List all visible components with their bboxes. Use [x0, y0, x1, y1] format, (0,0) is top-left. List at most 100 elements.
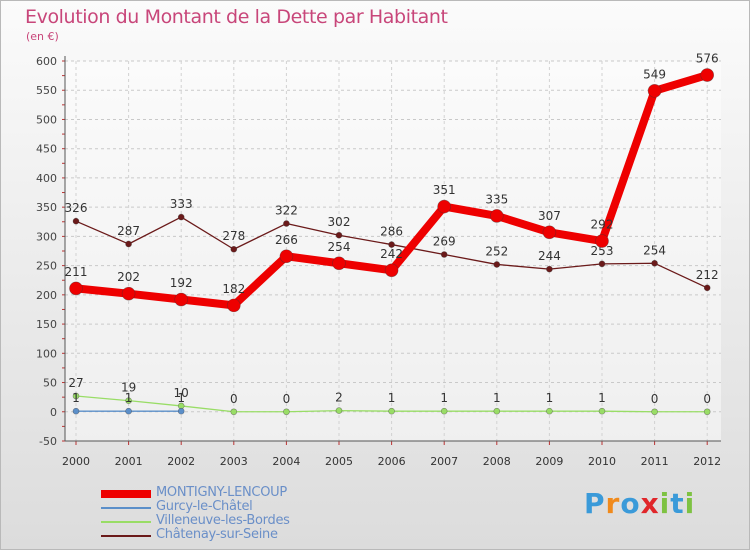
data-point-montigny-lencoup — [121, 286, 136, 301]
data-point-villeneuve-les-bordes — [335, 407, 343, 414]
proxiti-logo: Proxiti — [584, 487, 695, 520]
data-point-villeneuve-les-bordes — [546, 407, 553, 415]
data-label-villeneuve-les-bordes: 10 — [174, 386, 189, 400]
x-tick-label: 2006 — [378, 455, 406, 468]
y-tick-label: -50 — [39, 435, 57, 448]
y-tick-label: 250 — [36, 260, 57, 273]
data-point-montigny-lencoup — [227, 298, 241, 313]
legend-label: MONTIGNY-LENCOUP — [156, 485, 287, 500]
data-label-gurcy-le-chatel: 1 — [177, 391, 185, 405]
data-point-chatenay-sur-seine — [493, 261, 501, 268]
data-point-chatenay-sur-seine — [72, 217, 80, 225]
data-label-chatenay-sur-seine: 244 — [538, 249, 561, 263]
data-label-villeneuve-les-bordes: 0 — [703, 392, 711, 406]
logo-letter: x — [640, 487, 660, 520]
data-point-villeneuve-les-bordes — [72, 392, 80, 400]
y-tick-label: 200 — [36, 289, 57, 302]
data-label-chatenay-sur-seine: 253 — [591, 244, 614, 258]
chart-unit: (en €) — [26, 30, 59, 43]
data-point-villeneuve-les-bordes — [651, 408, 658, 416]
data-point-chatenay-sur-seine — [440, 251, 448, 258]
data-point-montigny-lencoup — [174, 292, 188, 307]
data-label-gurcy-le-chatel: 1 — [72, 391, 80, 405]
data-label-montigny-lencoup: 211 — [65, 265, 88, 279]
data-label-montigny-lencoup: 202 — [117, 270, 140, 284]
x-tick-label: 2001 — [115, 455, 143, 468]
data-label-villeneuve-les-bordes: 1 — [388, 391, 396, 405]
x-tick-label: 2011 — [641, 455, 669, 468]
data-label-villeneuve-les-bordes: 1 — [440, 391, 448, 405]
data-point-montigny-lencoup — [595, 234, 609, 248]
data-point-villeneuve-les-bordes — [230, 408, 238, 416]
data-label-villeneuve-les-bordes: 27 — [68, 376, 83, 390]
x-tick-label: 2003 — [220, 455, 248, 468]
data-point-chatenay-sur-seine — [703, 284, 711, 292]
data-label-chatenay-sur-seine: 286 — [380, 225, 403, 239]
logo-letter: i — [659, 487, 671, 520]
data-label-villeneuve-les-bordes: 19 — [121, 381, 136, 395]
data-point-montigny-lencoup — [700, 68, 715, 82]
data-point-montigny-lencoup — [69, 281, 83, 296]
data-label-villeneuve-les-bordes: 2 — [335, 391, 343, 405]
y-tick-label: 400 — [36, 172, 57, 185]
data-label-chatenay-sur-seine: 333 — [170, 197, 193, 211]
y-tick-label: 450 — [36, 143, 57, 156]
data-label-villeneuve-les-bordes: 0 — [283, 392, 291, 406]
data-point-chatenay-sur-seine — [177, 213, 185, 221]
data-point-montigny-lencoup — [384, 263, 399, 278]
y-tick-label: 500 — [36, 113, 57, 126]
legend-swatch — [101, 507, 151, 509]
data-label-villeneuve-les-bordes: 1 — [598, 391, 606, 405]
data-point-montigny-lencoup — [489, 209, 504, 223]
data-label-chatenay-sur-seine: 212 — [696, 268, 719, 282]
data-point-gurcy-le-chatel — [177, 407, 185, 415]
data-label-chatenay-sur-seine: 322 — [275, 204, 298, 218]
x-tick-label: 2007 — [430, 455, 458, 468]
legend-label: Villeneuve-les-Bordes — [156, 513, 290, 528]
y-tick-label: 0 — [50, 406, 57, 419]
plot-area — [65, 61, 721, 441]
x-tick-label: 2002 — [167, 455, 195, 468]
legend-swatch — [101, 490, 151, 498]
data-label-montigny-lencoup: 266 — [275, 233, 298, 247]
data-label-montigny-lencoup: 192 — [170, 276, 193, 290]
y-tick-label: 300 — [36, 230, 57, 243]
data-label-chatenay-sur-seine: 287 — [117, 224, 140, 238]
data-point-villeneuve-les-bordes — [440, 407, 448, 415]
data-label-montigny-lencoup: 549 — [643, 67, 666, 81]
data-point-chatenay-sur-seine — [230, 245, 238, 253]
data-point-montigny-lencoup — [279, 249, 294, 264]
x-tick-label: 2000 — [62, 455, 90, 468]
data-label-montigny-lencoup: 182 — [222, 282, 245, 296]
x-tick-label: 2012 — [693, 455, 721, 468]
data-label-chatenay-sur-seine: 278 — [222, 229, 245, 243]
legend-label: Châtenay-sur-Seine — [156, 527, 278, 542]
x-tick-label: 2008 — [483, 455, 511, 468]
data-point-villeneuve-les-bordes — [598, 407, 606, 415]
data-label-chatenay-sur-seine: 269 — [433, 235, 456, 249]
data-label-gurcy-le-chatel: 1 — [125, 391, 133, 405]
data-label-chatenay-sur-seine: 302 — [328, 215, 351, 229]
logo-letter: o — [620, 487, 641, 520]
data-point-montigny-lencoup — [542, 225, 557, 240]
data-point-montigny-lencoup — [437, 199, 452, 214]
data-point-villeneuve-les-bordes — [283, 408, 290, 416]
data-point-chatenay-sur-seine — [388, 241, 395, 248]
data-point-montigny-lencoup — [647, 84, 662, 98]
y-tick-label: 100 — [36, 347, 57, 360]
data-label-montigny-lencoup: 335 — [485, 192, 508, 206]
y-tick-label: 350 — [36, 201, 57, 214]
data-point-chatenay-sur-seine — [283, 220, 290, 227]
x-tick-label: 2005 — [325, 455, 353, 468]
logo-letter: i — [684, 487, 696, 520]
data-label-montigny-lencoup: 254 — [328, 240, 351, 254]
data-label-chatenay-sur-seine: 252 — [485, 244, 508, 258]
data-point-montigny-lencoup — [332, 256, 346, 271]
data-label-montigny-lencoup: 307 — [538, 209, 561, 223]
data-label-villeneuve-les-bordes: 1 — [546, 391, 554, 405]
data-point-gurcy-le-chatel — [72, 407, 80, 415]
x-tick-label: 2010 — [588, 455, 616, 468]
data-point-villeneuve-les-bordes — [125, 397, 132, 404]
data-label-montigny-lencoup: 576 — [696, 52, 719, 66]
